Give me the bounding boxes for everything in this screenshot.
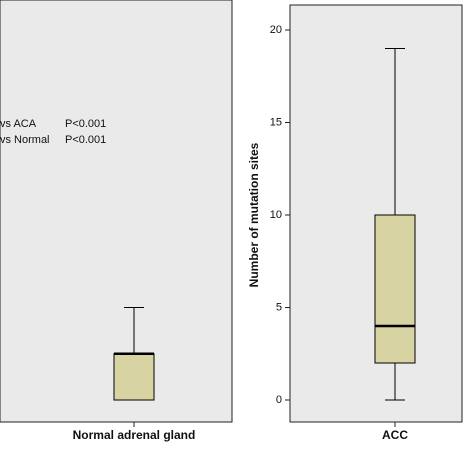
y-tick-label: 15	[270, 116, 282, 128]
box	[374, 214, 416, 364]
y-axis-label: Number of mutation sites	[247, 142, 261, 287]
left-plot-area	[0, 0, 233, 423]
box	[113, 353, 155, 401]
annotation-label: vs Normal	[0, 134, 50, 146]
annotation-label: vs ACA	[0, 118, 37, 130]
y-tick-label: 0	[276, 394, 282, 406]
annotation-p: P<0.001	[65, 134, 106, 146]
annotation-p: P<0.001	[65, 118, 106, 130]
y-tick-label: 10	[270, 209, 282, 221]
y-tick-label: 20	[270, 24, 282, 36]
x-tick-label: ACC	[382, 428, 408, 442]
y-tick-label: 5	[276, 301, 282, 313]
x-tick-label: Normal adrenal gland	[73, 428, 196, 442]
